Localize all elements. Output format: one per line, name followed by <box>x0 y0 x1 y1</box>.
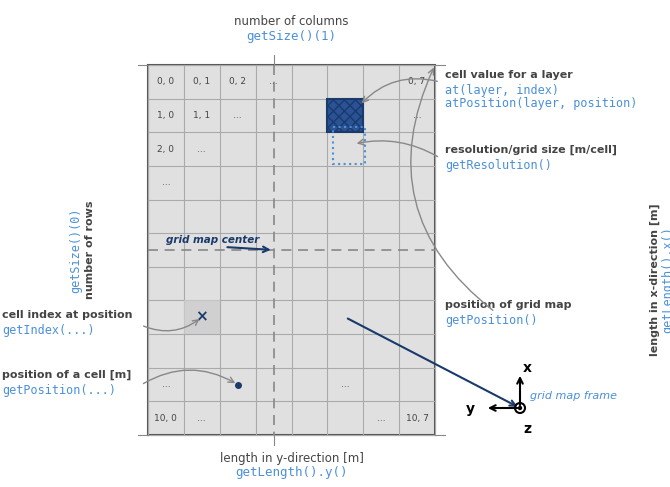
Text: ...: ... <box>269 77 278 86</box>
Text: length in x-direction [m]: length in x-direction [m] <box>650 204 660 356</box>
Text: cell value for a layer: cell value for a layer <box>445 70 573 80</box>
Text: 0, 1: 0, 1 <box>193 77 210 86</box>
Text: grid map frame: grid map frame <box>530 391 617 401</box>
Text: getPosition(): getPosition() <box>445 314 537 327</box>
Text: ×: × <box>196 310 208 325</box>
Text: getSize()(0): getSize()(0) <box>70 207 82 293</box>
Text: atPosition(layer, position): atPosition(layer, position) <box>445 97 637 110</box>
Text: ...: ... <box>341 380 350 389</box>
Text: grid map center: grid map center <box>166 235 259 245</box>
Text: ...: ... <box>413 111 421 120</box>
Text: length in y-direction [m]: length in y-direction [m] <box>220 452 363 465</box>
Text: 10, 7: 10, 7 <box>405 413 429 423</box>
Text: 2, 0: 2, 0 <box>157 145 174 153</box>
Bar <box>328 99 363 132</box>
Text: 0, 7: 0, 7 <box>409 77 425 86</box>
Text: 1, 0: 1, 0 <box>157 111 174 120</box>
Text: at(layer, index): at(layer, index) <box>445 84 559 97</box>
Text: ...: ... <box>161 380 170 389</box>
Text: 10, 0: 10, 0 <box>155 413 178 423</box>
Text: number of columns: number of columns <box>234 15 349 28</box>
Bar <box>184 300 220 334</box>
Text: getLength().x(): getLength().x() <box>661 226 670 334</box>
Text: y: y <box>466 402 475 416</box>
Text: getIndex(...): getIndex(...) <box>2 324 94 337</box>
Text: ...: ... <box>233 111 242 120</box>
Text: getResolution(): getResolution() <box>445 159 552 172</box>
Text: ...: ... <box>198 413 206 423</box>
Text: getLength().y(): getLength().y() <box>235 466 348 479</box>
Text: z: z <box>523 422 531 436</box>
Text: 0, 0: 0, 0 <box>157 77 174 86</box>
Text: x: x <box>523 361 532 375</box>
Text: 1, 1: 1, 1 <box>193 111 210 120</box>
Text: position of a cell [m]: position of a cell [m] <box>2 370 131 380</box>
Text: getSize()(1): getSize()(1) <box>247 30 336 43</box>
Text: resolution/grid size [m/cell]: resolution/grid size [m/cell] <box>445 145 617 155</box>
Text: ...: ... <box>377 413 385 423</box>
Bar <box>148 65 435 435</box>
Text: cell index at position: cell index at position <box>2 310 133 320</box>
Text: ...: ... <box>161 178 170 187</box>
Circle shape <box>519 407 521 410</box>
Bar <box>333 127 365 164</box>
Text: ...: ... <box>198 145 206 153</box>
Text: getPosition(...): getPosition(...) <box>2 384 116 397</box>
Text: number of rows: number of rows <box>85 201 95 299</box>
Text: position of grid map: position of grid map <box>445 300 572 310</box>
Text: 0, 2: 0, 2 <box>229 77 246 86</box>
